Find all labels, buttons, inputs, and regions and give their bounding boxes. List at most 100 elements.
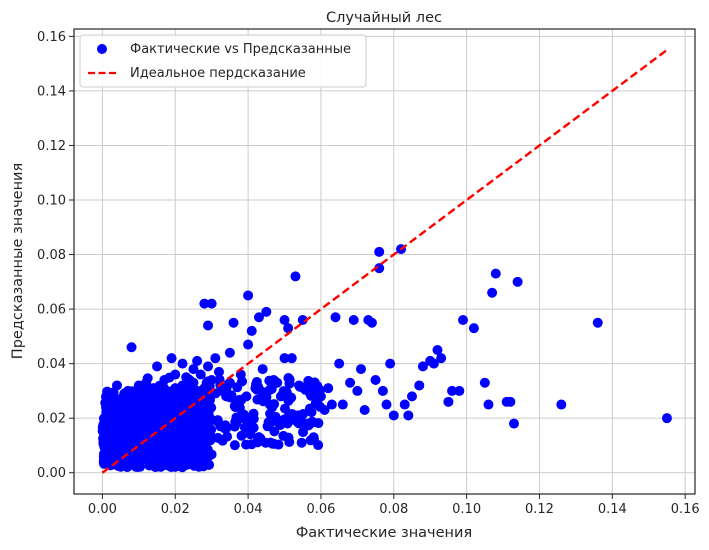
scatter-point [454,385,465,396]
scatter-point [334,358,345,369]
scatter-point [205,394,216,405]
plot-frame [73,28,696,495]
scatter-point [144,394,155,405]
scatter-point [428,358,439,369]
scatter-point [417,361,428,372]
ideal-line-group [101,49,668,474]
scatter-point [246,439,257,450]
x-tick-label: 0.12 [525,502,554,517]
scatter-point [243,290,254,301]
scatter-point [173,460,184,471]
scatter-point [286,353,297,364]
scatter-point [104,415,115,426]
scatter-point [508,418,519,429]
scatter-point [403,410,414,421]
scatter-point [348,315,359,325]
grid [74,29,695,494]
scatter-point [279,353,290,364]
scatter-point [294,380,305,391]
scatter-point [239,422,250,433]
legend-label-ideal-line: Идеальное пердсказание [130,66,306,81]
x-axis-label: Фактические значения [296,525,472,541]
scatter-point [126,429,137,440]
scatter-point [106,447,117,458]
scatter-point [308,432,319,443]
scatter-point [166,353,177,364]
scatter-point [122,385,133,396]
scatter-point [132,458,143,469]
scatter-point [284,374,295,385]
scatter-point [248,408,259,419]
scatter-point [490,268,501,279]
y-tick-label: 0.08 [37,248,66,263]
scatter-point [203,361,214,372]
scatter-points [97,244,672,473]
scatter-point [356,364,367,375]
scatter-point [296,437,307,448]
y-tick-label: 0.06 [37,303,66,318]
x-tick-label: 0.00 [88,502,117,517]
scatter-point [166,402,177,413]
scatter-point [188,445,199,456]
scatter-point [279,403,290,414]
scatter-point [267,438,278,449]
scatter-point [122,402,133,413]
scatter-point [141,377,152,388]
y-tick-label: 0.04 [37,357,66,372]
scatter-point [159,396,170,407]
scatter-point [290,271,301,282]
scatter-point [232,399,243,410]
scatter-point [236,430,247,441]
scatter-point [246,325,257,336]
scatter-point [406,391,417,402]
scatter-point [173,407,184,418]
x-tick-label: 0.14 [598,502,627,517]
scatter-point [220,420,231,431]
scatter-point [443,396,454,407]
scatter-point [173,394,184,405]
scatter-point [323,383,334,394]
scatter-point [130,407,141,418]
scatter-point [181,372,192,383]
x-tick-label: 0.04 [234,502,263,517]
scatter-point [206,449,217,460]
x-ticks: 0.00 0.02 0.04 0.06 0.08 0.10 0.12 0.14 0.16 [88,494,700,517]
scatter-point [199,298,210,309]
scatter-point [381,399,392,410]
scatter-point [104,394,115,405]
scatter-point [192,355,203,366]
scatter-point [436,353,447,364]
legend-box [79,34,367,88]
scatter-point [141,402,152,413]
scatter-point [170,369,181,380]
scatter-point [182,459,193,470]
scatter-point [366,317,377,328]
scatter-point [264,399,275,410]
scatter-point [243,339,254,350]
scatter-point [337,399,348,410]
scatter-point [282,418,293,429]
y-axis-label: Предсказанные значения [10,163,26,359]
scatter-point [101,425,112,436]
scatter-point [661,413,672,424]
scatter-point [190,427,201,438]
scatter-point [159,375,170,385]
scatter-point [512,276,523,287]
scatter-point [213,366,224,377]
scatter-point [287,408,298,419]
scatter-point [115,396,126,407]
scatter-point [221,391,232,402]
scatter-point [177,380,188,391]
scatter-point [483,399,494,410]
scatter-point [199,383,210,394]
scatter-point [157,430,168,441]
scatter-point [228,317,239,328]
y-tick-label: 0.14 [37,84,66,99]
scatter-point [126,342,137,353]
scatter-point [377,385,388,396]
scatter-point [102,457,113,468]
scatter-point [111,380,122,391]
scatter-point [188,377,199,388]
scatter-point [162,415,173,426]
